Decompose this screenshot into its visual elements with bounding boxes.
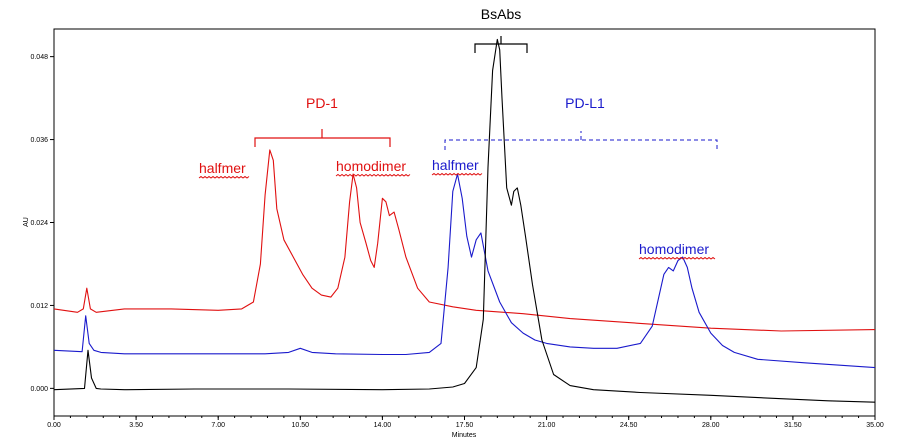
pdl1-halfmer-spellcheck xyxy=(431,172,483,176)
pd1-homodimer-spellcheck xyxy=(335,173,411,177)
pdl1-homodimer-label: homodimer xyxy=(639,241,709,257)
pd1-homodimer-label: homodimer xyxy=(336,158,406,174)
pdl1-bracket xyxy=(444,131,718,150)
pdl1-homodimer-spellcheck xyxy=(638,256,716,260)
x-tick-label: 7.00 xyxy=(211,422,225,429)
y-tick-label: 0.036 xyxy=(30,137,48,144)
y-axis-ticks: 0.000 0.012 0.024 0.036 0.048 xyxy=(30,54,54,393)
series-layer xyxy=(53,38,876,403)
x-axis-label: Minutes xyxy=(452,432,477,439)
y-tick-label: 0.012 xyxy=(30,303,48,310)
chart-title: BsAbs xyxy=(481,6,521,22)
x-tick-label: 35.00 xyxy=(866,422,884,429)
x-tick-label: 31.50 xyxy=(784,422,802,429)
y-axis-label: AU xyxy=(23,217,30,227)
x-tick-label: 10.50 xyxy=(292,422,310,429)
pdl1-label: PD-L1 xyxy=(565,95,605,111)
x-tick-label: 3.50 xyxy=(129,422,143,429)
pd1-halfmer-label: halfmer xyxy=(199,160,246,176)
x-tick-label: 24.50 xyxy=(620,422,638,429)
pd1-halfmer-spellcheck xyxy=(198,175,250,179)
bsabs-bracket xyxy=(474,36,528,53)
y-tick-label: 0.000 xyxy=(30,386,48,393)
x-tick-label: 28.00 xyxy=(702,422,720,429)
y-tick-label: 0.024 xyxy=(30,220,48,227)
pd1-bracket xyxy=(254,129,391,147)
pd1-label: PD-1 xyxy=(306,95,338,111)
x-axis-ticks: 0.00 3.50 7.00 10.50 14.00 17.50 21.00 24.50 28.… xyxy=(47,416,884,429)
series-line-pd-l1 xyxy=(53,173,876,369)
x-tick-label: 17.50 xyxy=(456,422,474,429)
y-tick-label: 0.048 xyxy=(30,54,48,61)
x-tick-label: 14.00 xyxy=(374,422,392,429)
series-line-pd-1 xyxy=(53,149,876,332)
pdl1-halfmer-label: halfmer xyxy=(432,157,479,173)
x-tick-label: 0.00 xyxy=(47,422,61,429)
x-tick-label: 21.00 xyxy=(538,422,556,429)
